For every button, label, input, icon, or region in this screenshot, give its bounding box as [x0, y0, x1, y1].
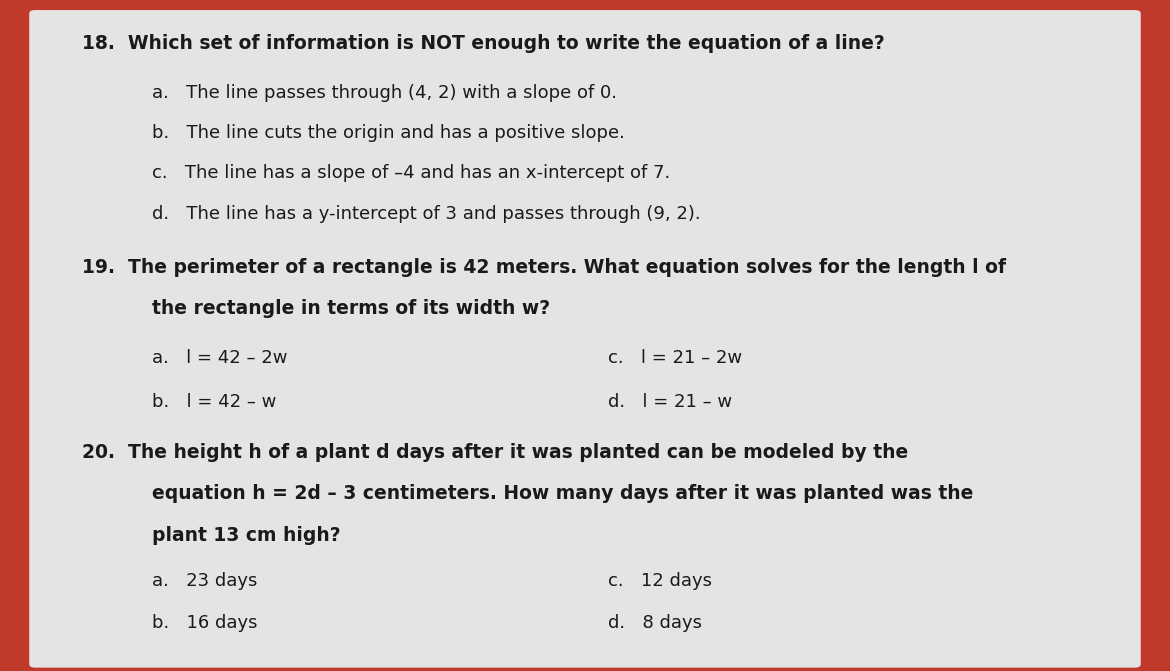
Text: c.   12 days: c. 12 days [608, 572, 713, 590]
Text: c.   l = 21 – 2w: c. l = 21 – 2w [608, 349, 743, 367]
Text: a.   23 days: a. 23 days [152, 572, 257, 590]
Text: c.   The line has a slope of –4 and has an x-intercept of 7.: c. The line has a slope of –4 and has an… [152, 164, 670, 183]
Text: 20.  The height h of a plant d days after it was planted can be modeled by the: 20. The height h of a plant d days after… [82, 443, 908, 462]
Text: 18.  Which set of information is NOT enough to write the equation of a line?: 18. Which set of information is NOT enou… [82, 34, 885, 52]
Text: 19.  The perimeter of a rectangle is 42 meters. What equation solves for the len: 19. The perimeter of a rectangle is 42 m… [82, 258, 1006, 277]
Text: a.   l = 42 – 2w: a. l = 42 – 2w [152, 349, 288, 367]
FancyBboxPatch shape [29, 10, 1141, 668]
Text: a.   The line passes through (4, 2) with a slope of 0.: a. The line passes through (4, 2) with a… [152, 84, 617, 102]
Text: b.   l = 42 – w: b. l = 42 – w [152, 393, 276, 411]
Text: b.   The line cuts the origin and has a positive slope.: b. The line cuts the origin and has a po… [152, 124, 625, 142]
Text: equation h = 2d – 3 centimeters. How many days after it was planted was the: equation h = 2d – 3 centimeters. How man… [152, 484, 973, 503]
Text: d.   l = 21 – w: d. l = 21 – w [608, 393, 732, 411]
Text: b.   16 days: b. 16 days [152, 614, 257, 632]
Text: plant 13 cm high?: plant 13 cm high? [152, 526, 340, 545]
Text: d.   The line has a y-intercept of 3 and passes through (9, 2).: d. The line has a y-intercept of 3 and p… [152, 205, 701, 223]
Text: d.   8 days: d. 8 days [608, 614, 702, 632]
Text: the rectangle in terms of its width w?: the rectangle in terms of its width w? [152, 299, 550, 317]
